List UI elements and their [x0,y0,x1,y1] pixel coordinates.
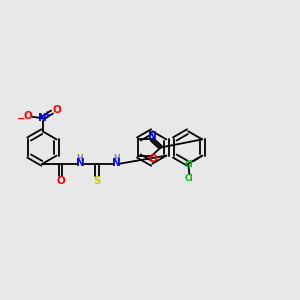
Text: N: N [38,113,47,123]
Text: N: N [112,158,121,167]
Text: S: S [93,176,100,186]
Text: N: N [76,158,84,167]
Text: −: − [16,114,25,124]
Text: O: O [23,110,32,121]
Text: H: H [76,154,83,163]
Text: +: + [44,110,50,119]
Text: H: H [113,154,120,163]
Text: Cl: Cl [185,160,194,169]
Text: O: O [148,154,157,164]
Text: O: O [56,176,65,186]
Text: O: O [52,105,61,115]
Text: N: N [148,131,156,141]
Text: Cl: Cl [185,174,194,183]
